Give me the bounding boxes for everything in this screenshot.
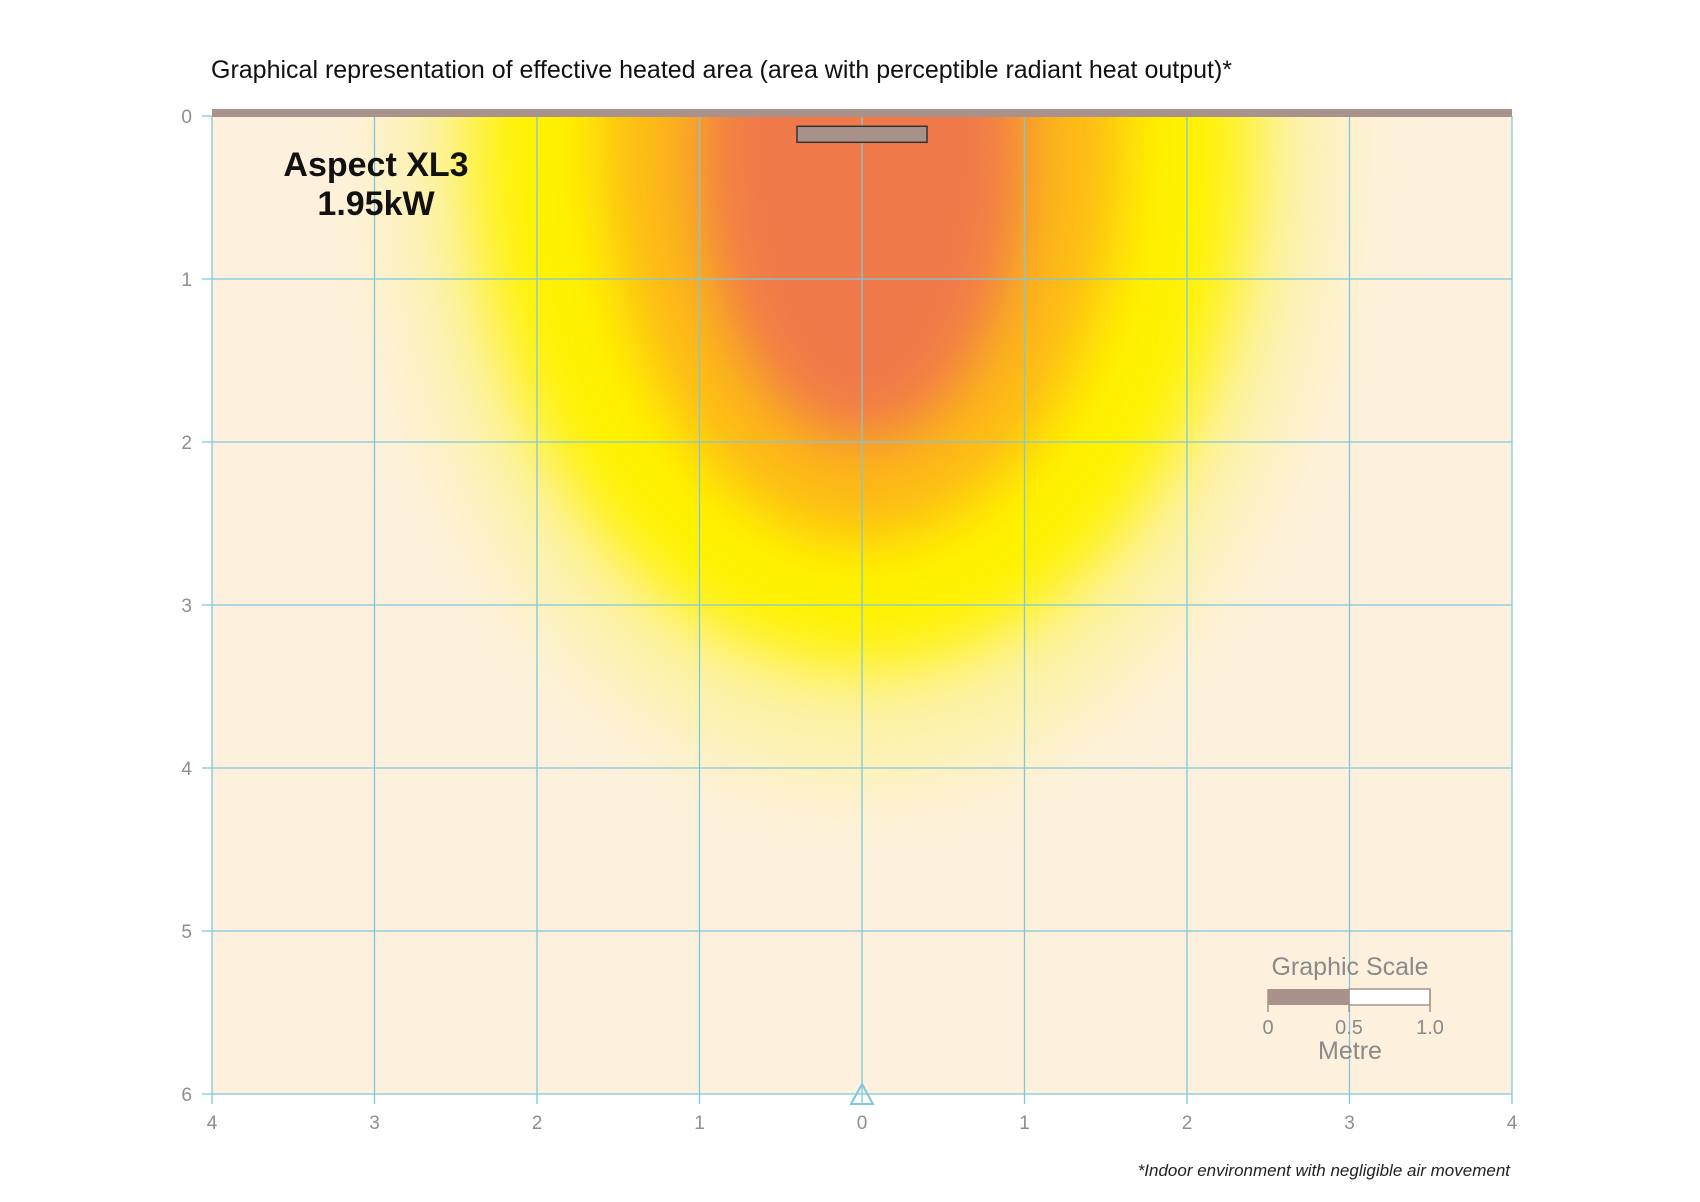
- graphic-scale-label-half: 0.5: [1335, 1017, 1363, 1039]
- footnote: *Indoor environment with negligible air …: [1138, 1161, 1512, 1180]
- x-tick-label: 0: [857, 1113, 868, 1134]
- y-axis-ticks: 0 1 2 3 4 5 6: [181, 107, 192, 1106]
- y-tick-label: 5: [181, 922, 192, 943]
- product-name-label: Aspect XL3: [283, 146, 468, 184]
- graphic-scale-label-one: 1.0: [1416, 1017, 1444, 1039]
- y-tick-label: 6: [181, 1085, 192, 1106]
- y-tick-label: 1: [181, 270, 192, 291]
- graphic-scale-unit: Metre: [1318, 1037, 1382, 1065]
- chart-grid: [202, 115, 1513, 1104]
- x-tick-label: 2: [1182, 1113, 1193, 1134]
- x-axis-ticks: 4 3 2 1 0 1 2 3 4: [207, 1113, 1518, 1134]
- observer-triangle-marker: [849, 1081, 875, 1105]
- y-tick-label: 3: [181, 596, 192, 617]
- graphic-scale-bar-dark: [1268, 989, 1349, 1005]
- power-rating-label: 1.95kW: [317, 185, 435, 223]
- graphic-scale-bar-light: [1348, 988, 1431, 1006]
- x-tick-label: 3: [1344, 1113, 1355, 1134]
- heater-unit: [796, 125, 928, 144]
- wall-line: [212, 109, 1512, 117]
- x-tick-label: 2: [532, 1113, 543, 1134]
- x-tick-label: 1: [1019, 1113, 1030, 1134]
- y-tick-label: 2: [181, 433, 192, 454]
- x-tick-label: 4: [1507, 1113, 1518, 1134]
- graphic-scale-title: Graphic Scale: [1271, 953, 1428, 981]
- graphic-scale: Graphic Scale 0 0.5 1.0 Metre: [1262, 953, 1443, 1065]
- x-tick-label: 3: [369, 1113, 380, 1134]
- y-tick-label: 0: [181, 107, 192, 128]
- chart-title: Graphical representation of effective he…: [211, 56, 1232, 84]
- y-tick-label: 4: [181, 759, 192, 780]
- graphic-scale-label-0: 0: [1262, 1017, 1273, 1039]
- x-tick-label: 1: [694, 1113, 705, 1134]
- x-tick-label: 4: [207, 1113, 218, 1134]
